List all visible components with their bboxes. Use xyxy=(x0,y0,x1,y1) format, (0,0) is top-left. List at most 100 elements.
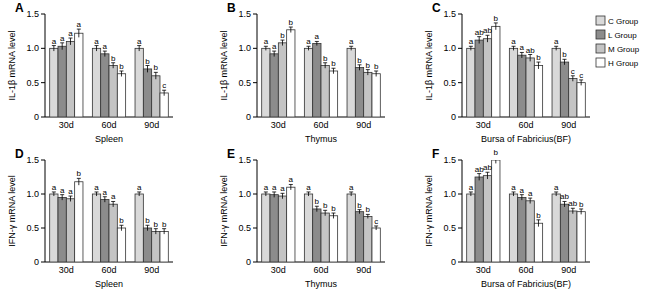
y-tick-label: 1.0 xyxy=(443,43,456,53)
bar xyxy=(143,69,151,117)
significance-letter: a xyxy=(289,175,294,184)
significance-letter: a xyxy=(103,188,108,197)
error-bar xyxy=(307,192,311,196)
bar xyxy=(577,83,585,117)
y-tick xyxy=(458,194,462,195)
panel-letter: D xyxy=(15,147,24,161)
error-bar xyxy=(264,192,268,196)
x-tick-label: 30d xyxy=(271,120,286,130)
y-tick-label: 1.5 xyxy=(443,9,456,19)
bar xyxy=(152,76,160,117)
error-bar xyxy=(563,59,567,64)
x-tick-label: 60d xyxy=(101,265,116,275)
bar xyxy=(475,177,483,262)
significance-letter: a xyxy=(306,37,311,46)
error-bar xyxy=(154,229,158,234)
bar xyxy=(313,44,321,117)
y-axis xyxy=(257,14,258,117)
bars xyxy=(50,29,169,117)
panel-letter: C xyxy=(432,1,441,15)
figure: AIL-1β mRNA level00.51.01.530daaaa60daab… xyxy=(0,0,650,297)
error-bar xyxy=(60,195,64,200)
legend-swatch xyxy=(596,16,605,25)
x-tick-label: 90d xyxy=(144,265,159,275)
significance-letter: b xyxy=(331,204,336,213)
bar xyxy=(92,194,100,262)
y-axis-label: IFN-γ mRNA level xyxy=(7,175,17,247)
error-bar xyxy=(119,225,123,230)
bar xyxy=(552,48,560,117)
significance-letter: a xyxy=(315,32,320,41)
error-bar xyxy=(146,66,150,73)
y-tick-label: 1.0 xyxy=(238,189,251,199)
bar xyxy=(467,48,475,117)
y-tick xyxy=(41,117,45,118)
legend-label: L Group xyxy=(608,31,637,40)
y-tick xyxy=(253,160,257,161)
y-axis xyxy=(45,160,46,262)
error-bar xyxy=(571,76,575,81)
x-tick-label: 30d xyxy=(59,120,74,130)
significance-letter: a xyxy=(103,42,108,51)
significance-letter: a xyxy=(52,37,57,46)
bar xyxy=(569,79,577,117)
bar xyxy=(483,39,491,117)
error-bar xyxy=(315,206,319,211)
y-tick-label: 1.5 xyxy=(238,9,251,19)
significance-letter: ab xyxy=(483,26,492,35)
y-tick xyxy=(253,228,257,229)
bar xyxy=(364,72,372,117)
legend-swatch xyxy=(596,44,605,53)
y-tick-label: 1.5 xyxy=(238,155,251,165)
bar xyxy=(569,211,577,262)
error-bar xyxy=(477,37,481,44)
significance-letter: a xyxy=(349,37,354,46)
bar xyxy=(75,33,83,117)
significance-letter: b xyxy=(323,201,328,210)
bar xyxy=(560,204,568,262)
significance-letter: b xyxy=(536,211,541,220)
error-bar xyxy=(162,229,166,234)
bars xyxy=(262,184,381,262)
bar xyxy=(101,199,109,262)
bar xyxy=(50,194,58,262)
bar xyxy=(160,231,168,262)
y-tick xyxy=(41,228,45,229)
significance-letter: a xyxy=(349,183,354,192)
bar xyxy=(577,212,585,262)
error-bar xyxy=(315,41,319,45)
bar xyxy=(101,54,109,117)
y-tick xyxy=(458,48,462,49)
bar xyxy=(364,216,372,262)
x-tick-label: 30d xyxy=(476,120,491,130)
significance-letter: b xyxy=(145,216,150,225)
error-bar xyxy=(349,192,353,196)
panel-letter: A xyxy=(15,1,24,15)
bar xyxy=(66,199,74,262)
bar xyxy=(287,187,295,262)
y-axis xyxy=(462,14,463,117)
y-tick-label: 0 xyxy=(246,112,251,122)
bar xyxy=(278,43,286,117)
bar xyxy=(534,223,542,262)
significance-letter: a xyxy=(511,37,516,46)
error-bar xyxy=(289,27,293,32)
significance-letter: a xyxy=(68,187,73,196)
x-tick-label: 60d xyxy=(101,120,116,130)
error-bar xyxy=(554,46,558,50)
y-tick xyxy=(458,160,462,161)
bar xyxy=(135,48,143,117)
y-tick-label: 0 xyxy=(34,112,39,122)
panel-letter: F xyxy=(432,147,439,161)
x-tick-label: 60d xyxy=(518,265,533,275)
error-bar xyxy=(536,62,540,69)
panel-letter: E xyxy=(227,147,235,161)
y-tick xyxy=(458,14,462,15)
y-axis xyxy=(257,160,258,262)
significance-letter: a xyxy=(511,183,516,192)
y-axis-label: IL-1β mRNA level xyxy=(219,30,229,100)
bar xyxy=(518,197,526,262)
bar xyxy=(347,48,355,117)
bar xyxy=(475,40,483,117)
panel-letter: B xyxy=(227,1,236,15)
